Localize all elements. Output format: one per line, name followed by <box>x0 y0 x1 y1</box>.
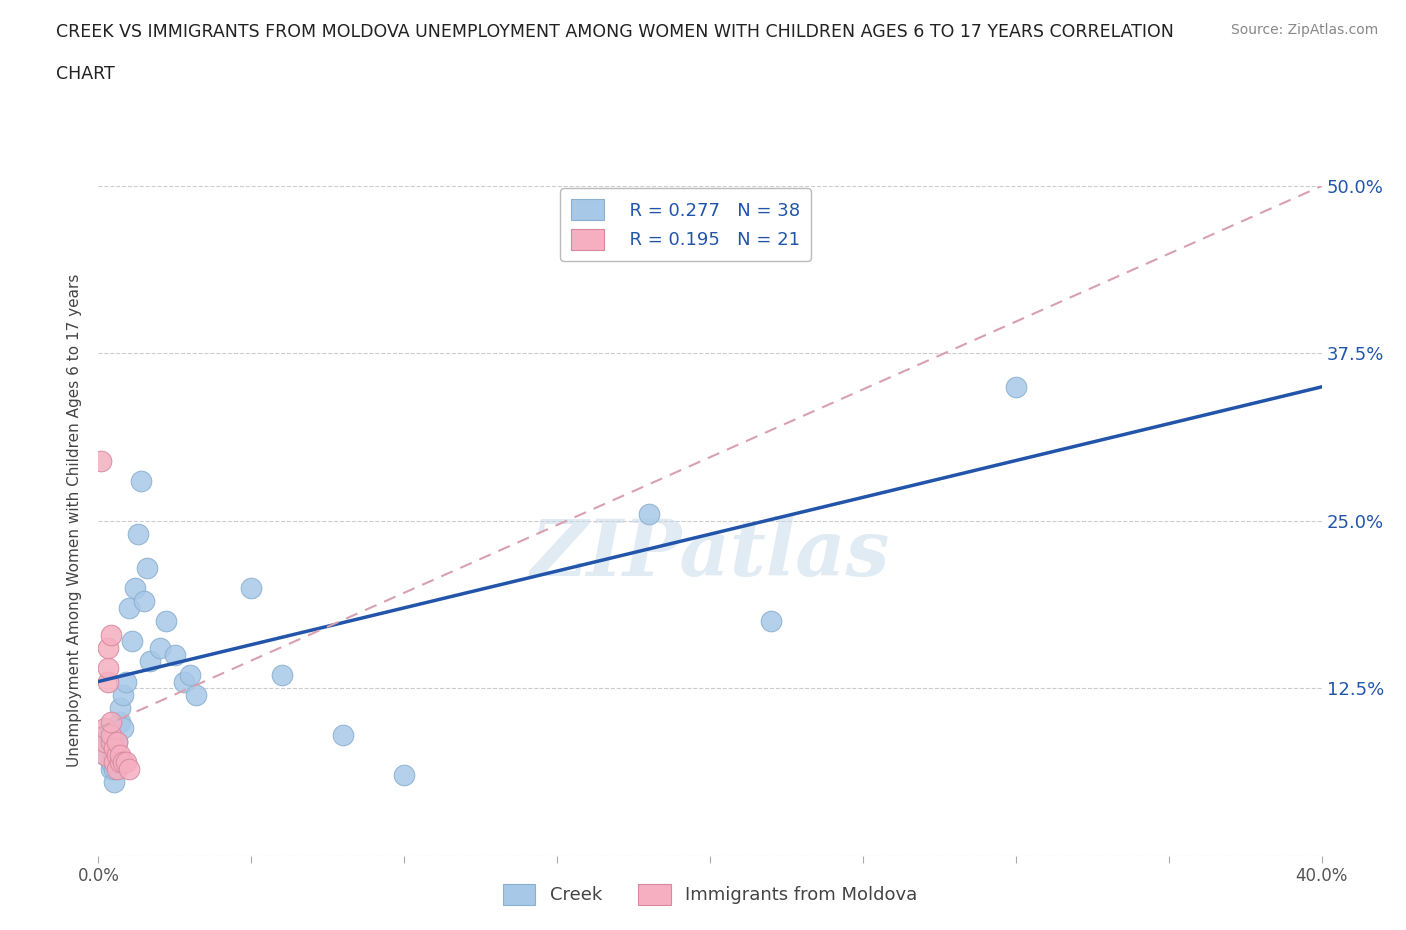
Text: CREEK VS IMMIGRANTS FROM MOLDOVA UNEMPLOYMENT AMONG WOMEN WITH CHILDREN AGES 6 T: CREEK VS IMMIGRANTS FROM MOLDOVA UNEMPLO… <box>56 23 1174 41</box>
Point <box>97 674 120 689</box>
Point <box>111 687 134 702</box>
Point <box>186 687 208 702</box>
Point <box>115 754 138 769</box>
Point <box>136 560 159 575</box>
Point <box>121 634 143 649</box>
Point <box>105 754 128 769</box>
Point <box>129 473 152 488</box>
Point <box>240 580 263 595</box>
Point <box>637 507 661 522</box>
Point <box>108 714 131 729</box>
Point <box>97 641 120 656</box>
Point <box>100 727 122 742</box>
Point <box>93 721 115 736</box>
Point <box>111 721 134 736</box>
Point <box>155 614 177 629</box>
Point <box>105 761 128 776</box>
Text: ZIPatlas: ZIPatlas <box>530 516 890 592</box>
Point <box>149 641 172 656</box>
Text: Source: ZipAtlas.com: Source: ZipAtlas.com <box>1230 23 1378 37</box>
Point <box>93 748 115 763</box>
Point <box>103 748 125 763</box>
Point <box>100 735 122 750</box>
Point <box>97 660 120 675</box>
Point <box>124 580 146 595</box>
Point <box>392 768 416 783</box>
Y-axis label: Unemployment Among Women with Children Ages 6 to 17 years: Unemployment Among Women with Children A… <box>67 274 83 767</box>
Point <box>97 727 120 742</box>
Point <box>105 735 128 750</box>
Point <box>332 727 354 742</box>
Point <box>93 748 115 763</box>
Point <box>108 748 131 763</box>
Point <box>163 647 186 662</box>
Point <box>103 761 125 776</box>
Point <box>127 526 149 541</box>
Point <box>270 668 292 683</box>
Point <box>134 593 156 608</box>
Point <box>105 748 128 763</box>
Point <box>111 754 134 769</box>
Point <box>118 761 141 776</box>
Point <box>139 654 162 669</box>
Point <box>97 735 120 750</box>
Point <box>1004 379 1026 394</box>
Point <box>105 735 128 750</box>
Point <box>100 761 122 776</box>
Point <box>179 668 201 683</box>
Point <box>103 754 125 769</box>
Point <box>100 754 122 769</box>
Point <box>108 754 131 769</box>
Legend: Creek, Immigrants from Moldova: Creek, Immigrants from Moldova <box>494 874 927 913</box>
Point <box>100 741 122 756</box>
Point <box>173 674 195 689</box>
Point <box>93 735 115 750</box>
Point <box>118 601 141 616</box>
Point <box>103 741 125 756</box>
Text: CHART: CHART <box>56 65 115 83</box>
Point <box>100 627 122 642</box>
Point <box>759 614 782 629</box>
Point <box>100 714 122 729</box>
Point <box>103 741 125 756</box>
Point <box>108 701 131 716</box>
Point <box>90 453 112 468</box>
Point <box>115 674 138 689</box>
Point <box>103 775 125 790</box>
